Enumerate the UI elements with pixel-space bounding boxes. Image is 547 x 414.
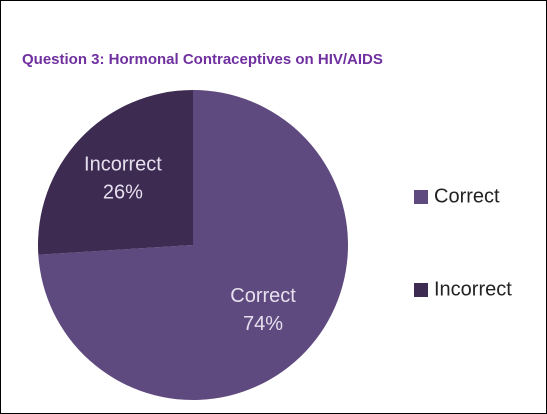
data-label: 74% xyxy=(243,313,283,335)
legend-label: Correct xyxy=(434,185,500,207)
chart-title: Question 3: Hormonal Contraceptives on H… xyxy=(22,51,383,68)
pie-slice xyxy=(38,90,193,255)
legend-label: Incorrect xyxy=(434,278,512,300)
data-label-name: Correct xyxy=(230,285,296,307)
legend-swatch xyxy=(414,190,428,204)
legend-swatch xyxy=(414,283,428,297)
data-label-name: Incorrect xyxy=(84,153,162,175)
pie-slice xyxy=(38,90,349,400)
data-label: 26% xyxy=(103,181,143,203)
